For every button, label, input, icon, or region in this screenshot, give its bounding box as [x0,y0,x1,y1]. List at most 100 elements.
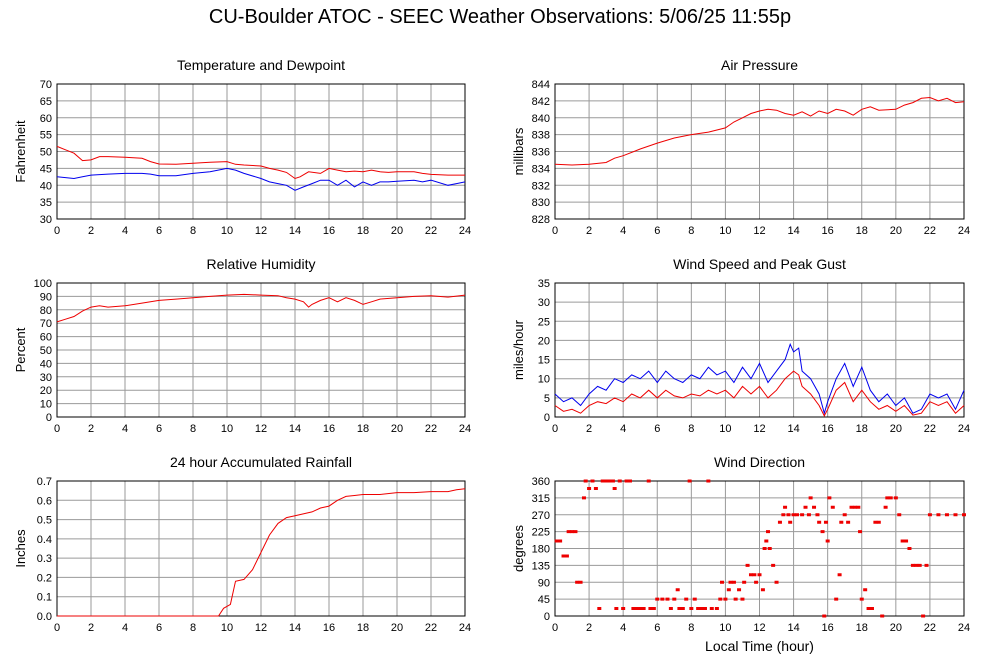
data-point [587,487,592,490]
y-axis-label: Percent [13,327,28,372]
x-tick-label: 4 [122,225,128,237]
series-line-1 [554,370,965,418]
data-point [808,496,813,500]
y-tick-label: 842 [532,96,550,108]
y-tick-label: 0.7 [37,476,52,488]
x-tick-label: 0 [552,423,558,435]
x-tick-label: 8 [688,423,694,435]
x-tick-label: 4 [122,423,128,435]
y-tick-label: 836 [532,147,550,159]
x-tick-label: 14 [289,423,301,435]
y-axis-label: degrees [511,525,526,572]
x-tick-label: 4 [122,622,128,634]
x-axis-label: Local Time (hour) [705,638,814,654]
x-tick-label: 22 [924,622,936,634]
data-point [876,520,881,524]
data-point [617,479,622,483]
y-tick-label: 830 [532,197,550,209]
x-tick-label: 20 [391,622,403,634]
x-tick-label: 18 [856,423,868,435]
data-point [858,530,863,534]
data-point [696,607,701,610]
data-point [672,597,677,601]
y-tick-label: 100 [34,278,52,290]
data-point [834,597,839,601]
x-tick-label: 24 [459,423,471,435]
data-point [575,580,580,584]
y-axis-label: millibars [511,127,526,175]
data-point [812,505,817,509]
x-tick-label: 6 [156,225,162,237]
series-line-0 [56,293,466,323]
data-point [754,580,759,584]
data-point [709,607,714,610]
data-point [740,597,745,601]
x-tick-label: 16 [323,622,335,634]
x-tick-label: 2 [586,225,592,237]
data-point [731,580,736,584]
y-tick-label: 840 [532,113,550,125]
data-point [880,614,885,618]
x-tick-label: 12 [753,423,765,435]
x-tick-label: 12 [255,423,267,435]
data-point [590,479,595,483]
data-point [627,479,632,483]
data-point [774,580,779,584]
y-tick-label: 0.4 [37,534,52,546]
y-tick-label: 10 [538,374,550,386]
data-point [883,505,888,509]
data-point [566,530,571,534]
y-axis-label: Fahrenheit [13,120,28,183]
y-tick-label: 65 [40,96,52,108]
y-tick-label: 834 [532,163,550,175]
x-tick-label: 6 [654,622,660,634]
x-tick-label: 24 [958,622,970,634]
data-point [631,607,636,610]
x-tick-label: 20 [890,225,902,237]
x-tick-label: 24 [459,622,471,634]
x-tick-label: 6 [654,423,660,435]
x-tick-label: 8 [190,423,196,435]
y-tick-label: 5 [544,393,550,405]
series-line-0 [57,488,466,617]
y-tick-label: 40 [40,180,52,192]
series-line-0 [554,96,965,166]
x-tick-label: 12 [753,225,765,237]
x-tick-label: 6 [156,622,162,634]
data-point [859,597,864,601]
x-tick-label: 18 [357,423,369,435]
data-point [806,513,811,517]
x-tick-label: 20 [391,225,403,237]
y-tick-label: 60 [40,332,52,344]
x-tick-label: 4 [620,225,626,237]
y-tick-label: 360 [532,476,550,488]
plot-frame [554,282,965,418]
data-point [927,513,932,517]
data-point [888,496,893,500]
data-point [680,607,685,610]
x-tick-label: 6 [654,225,660,237]
data-point [612,487,617,490]
data-point [900,539,905,543]
data-point [728,580,733,584]
data-point [800,513,805,517]
y-tick-label: 315 [532,493,550,505]
series-line-0 [554,342,965,416]
x-tick-label: 16 [822,423,834,435]
x-tick-label: 22 [425,225,437,237]
data-point [718,597,723,601]
data-point [866,607,871,610]
y-tick-label: 0 [544,412,550,424]
y-tick-label: 70 [40,318,52,330]
x-tick-label: 0 [54,225,60,237]
data-point [897,513,902,517]
data-point [573,530,578,534]
data-point [914,563,919,567]
chart-title: Temperature and Dewpoint [177,57,345,73]
plot-frame [554,83,965,220]
y-tick-label: 0.2 [37,572,52,584]
y-tick-label: 0.6 [37,495,52,507]
x-tick-label: 22 [425,622,437,634]
data-point [846,520,851,524]
